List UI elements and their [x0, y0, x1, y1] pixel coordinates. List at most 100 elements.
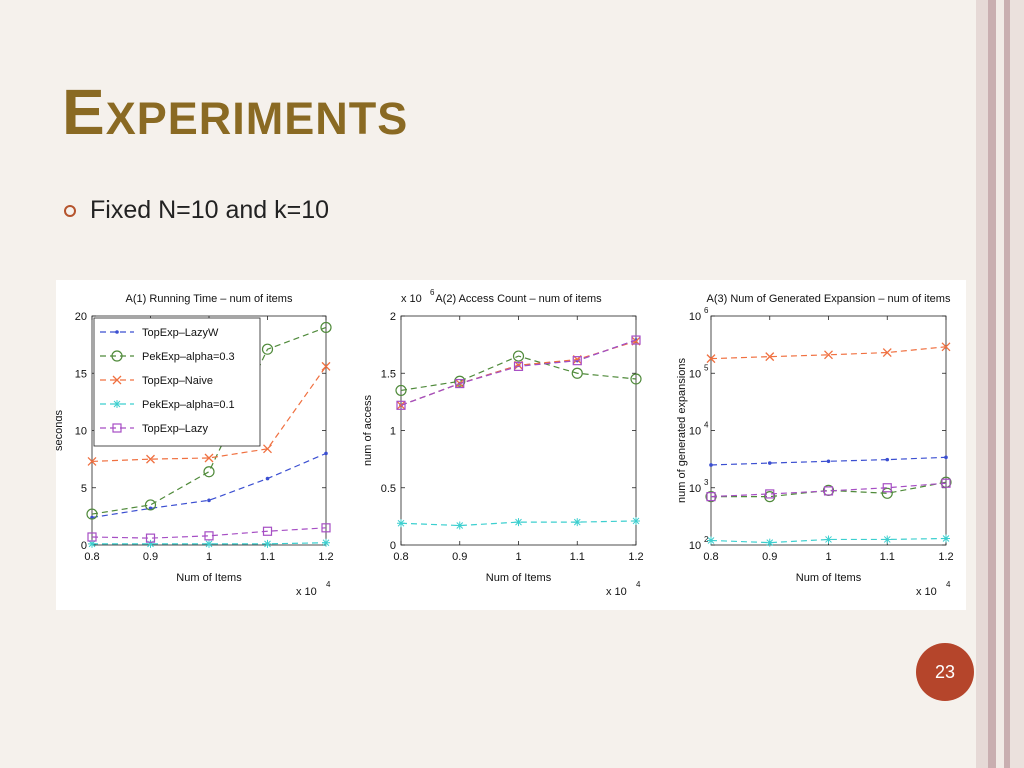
data-point — [320, 321, 332, 334]
series-2 — [86, 321, 332, 520]
y-tick-label: 0 — [390, 540, 396, 552]
data-point — [944, 455, 948, 460]
data-point — [571, 367, 583, 379]
decor-stripe — [988, 0, 996, 768]
series-3 — [396, 336, 641, 410]
y-tick-label: 10 — [75, 426, 87, 438]
data-point — [113, 400, 121, 408]
chart-2: A(2) Access Count – num of items 0.8 0.9 1 1… — [362, 288, 644, 598]
y-tick-label: 0.5 — [381, 483, 396, 495]
data-point — [396, 400, 406, 410]
data-point — [706, 492, 716, 502]
series-5 — [87, 523, 331, 543]
data-point — [146, 454, 155, 464]
series-line — [710, 537, 947, 544]
data-point — [882, 483, 892, 493]
legend-label: TopExp–LazyW — [142, 327, 219, 339]
x-tick-label: 1 — [825, 551, 831, 563]
series-line — [91, 326, 327, 515]
chart-title: A(1) Running Time – num of items — [126, 293, 293, 305]
bullet-item: Fixed N=10 and k=10 — [64, 196, 329, 225]
data-point — [146, 539, 155, 548]
series-4 — [707, 534, 950, 547]
series-line — [400, 355, 637, 392]
y-multiplier: x 10 — [401, 293, 422, 305]
x-tick-label: 0.8 — [84, 551, 99, 563]
data-point — [87, 532, 97, 542]
data-point — [204, 453, 214, 463]
x-multiplier: x 10 — [606, 586, 627, 598]
data-point — [765, 489, 775, 499]
y-tick-label: 1 — [390, 426, 396, 438]
data-point — [144, 499, 157, 511]
data-point — [573, 518, 582, 527]
data-point — [204, 531, 214, 541]
series-line — [92, 542, 327, 545]
y-tick-label: 4 — [704, 421, 709, 430]
series-line — [91, 527, 327, 539]
data-point — [881, 487, 893, 499]
x-tick-label: 1.1 — [880, 551, 895, 563]
data-point — [262, 526, 273, 536]
charts-svg: A(1) Running Time – num of items 0.8 0.9 1 1… — [56, 288, 954, 598]
legend-entry: TopExp–Lazy — [100, 423, 209, 435]
y-tick-label: 10 — [689, 311, 701, 323]
data-point — [86, 508, 98, 520]
y-tick-label: 10 — [689, 368, 701, 380]
x-multiplier-exp: 4 — [326, 580, 331, 589]
x-tick-label: 1.2 — [318, 551, 333, 563]
x-tick-label: 1.1 — [260, 551, 275, 563]
series-3 — [87, 361, 331, 466]
y-axis-label: num of generated expansions — [676, 358, 688, 503]
data-point — [824, 535, 833, 544]
data-point — [87, 456, 97, 466]
x-multiplier-exp: 4 — [946, 580, 951, 589]
y-tick-label: 0 — [81, 540, 87, 552]
data-point — [115, 330, 119, 334]
legend-box — [93, 317, 261, 447]
x-multiplier: x 10 — [296, 586, 317, 598]
data-point — [826, 459, 831, 464]
data-point — [767, 461, 772, 465]
x-tick-label: 1.2 — [938, 551, 953, 563]
y-multiplier-exp: 6 — [430, 288, 435, 297]
series-2 — [705, 476, 952, 503]
data-point — [512, 350, 525, 362]
bullet-text: Fixed N=10 and k=10 — [90, 196, 330, 224]
data-point — [112, 423, 122, 433]
series-line — [400, 339, 637, 406]
x-tick-label: 0.9 — [452, 551, 467, 563]
page-number-badge: 23 — [916, 643, 974, 701]
series-3 — [706, 342, 951, 364]
y-axis-label: seconds — [56, 410, 65, 451]
chart-1: A(1) Running Time – num of items 0.8 0.9 1 1… — [56, 293, 334, 598]
decor-stripe — [976, 0, 988, 768]
x-axis-label: Num of Items — [796, 572, 862, 584]
series-line — [710, 456, 947, 466]
x-multiplier-exp: 4 — [636, 580, 641, 589]
decor-stripe — [1004, 0, 1010, 768]
data-point — [885, 457, 890, 462]
series-5 — [396, 335, 641, 410]
series-4 — [88, 538, 330, 548]
data-point — [261, 343, 274, 355]
y-tick-label: 15 — [75, 368, 87, 380]
data-point — [265, 476, 270, 481]
data-point — [88, 539, 96, 548]
data-point — [263, 444, 272, 454]
data-point — [454, 375, 466, 387]
data-point — [145, 533, 156, 543]
y-tick-label: 1.5 — [381, 368, 396, 380]
data-point — [455, 378, 465, 389]
data-point — [707, 536, 715, 545]
y-tick-label: 10 — [689, 540, 701, 552]
data-point — [205, 539, 213, 548]
figure-panel: A(1) Running Time – num of items 0.8 0.9 1 1… — [56, 280, 966, 610]
legend-label: TopExp–Naive — [142, 375, 213, 387]
data-point — [321, 523, 331, 533]
x-tick-label: 0.9 — [143, 551, 158, 563]
data-point — [397, 519, 405, 528]
x-tick-label: 1.2 — [628, 551, 643, 563]
y-tick-label: 10 — [689, 426, 701, 438]
series-line — [400, 520, 637, 527]
